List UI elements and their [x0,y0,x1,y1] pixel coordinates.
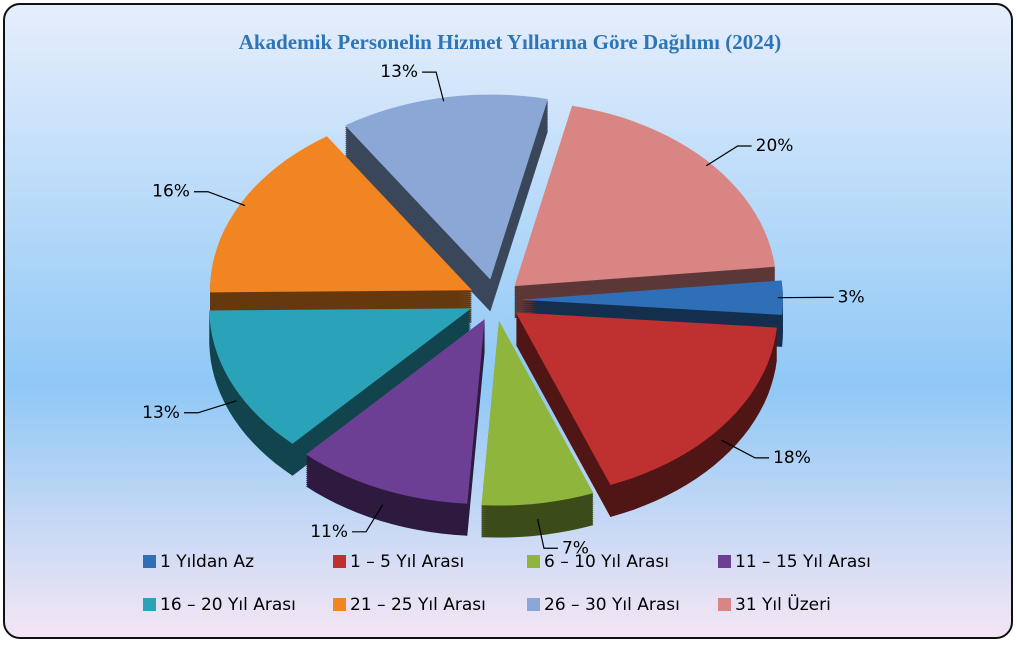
legend-label: 26 – 30 Yıl Arası [544,595,680,615]
data-label: 13% [380,62,418,82]
legend-swatch [527,598,540,611]
legend-label: 1 – 5 Yıl Arası [350,552,464,572]
legend-swatch [333,598,346,611]
chart-title: Akademik Personelin Hizmet Yıllarına Gör… [239,30,781,54]
data-label: 16% [152,182,190,202]
legend-label: 11 – 15 Yıl Arası [735,552,871,572]
legend-label: 31 Yıl Üzeri [735,593,831,615]
legend-swatch [143,598,156,611]
data-label: 3% [838,287,865,307]
legend-label: 16 – 20 Yıl Arası [160,595,296,615]
data-label: 18% [773,448,811,468]
legend-swatch [333,555,346,568]
legend-label: 1 Yıldan Az [160,552,254,572]
data-label: 11% [310,522,348,542]
legend-swatch [718,598,731,611]
legend-label: 21 – 25 Yıl Arası [350,595,486,615]
legend-label: 6 – 10 Yıl Arası [544,552,669,572]
legend-swatch [718,555,731,568]
data-label: 20% [756,136,794,156]
legend-swatch [527,555,540,568]
legend-swatch [143,555,156,568]
data-label: 13% [142,403,180,423]
